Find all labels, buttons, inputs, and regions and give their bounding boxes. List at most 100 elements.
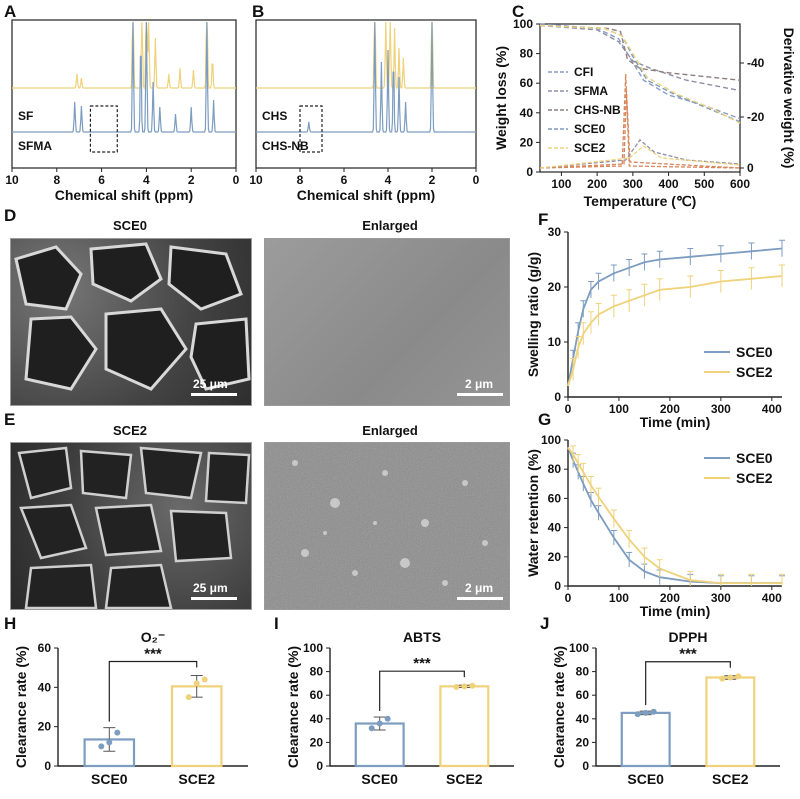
bar-H-point-sce2-0 [185, 694, 192, 701]
bar-I-significance-bracket [379, 670, 465, 712]
line-G-legend-label-0: SCE0 [736, 450, 773, 466]
line-F-ylabel: Swelling ratio (g/g) [525, 252, 541, 377]
line-F-series-sce2 [567, 275, 783, 387]
sem-sce2-particles [265, 443, 509, 609]
bar-J-point-sce0-2 [650, 708, 657, 715]
bar-I-point-sce0-0 [368, 725, 375, 732]
bar-I-point-sce2-0 [453, 683, 460, 690]
tga-ytick-label-1: 20 [520, 135, 534, 149]
tga-legend-label-0: CFI [574, 65, 593, 79]
line-G-ytick-label-5: 100 [541, 433, 561, 447]
nmr-A-label-bottom: SFMA [18, 139, 52, 153]
bar-I-point-sce2-2 [469, 682, 476, 689]
line-G-ylabel: Water retention (%) [525, 449, 541, 577]
bar-I-ylabel: Clearance rate (%) [285, 646, 301, 768]
line-G-xlabel: Time (min) [640, 603, 711, 619]
nmr-A-xtick-label-3: 4 [143, 173, 150, 187]
nmr-B-label-bottom: CHS-NB [262, 139, 309, 153]
bar-J-category-label-0: SCE0 [627, 771, 664, 787]
bar-J-point-sce2-2 [735, 673, 742, 680]
line-G-ytick-label-3: 60 [548, 491, 562, 505]
nmr-B-label-top: CHS [262, 109, 287, 123]
line-G-xtick-label-2: 200 [660, 591, 680, 605]
tga-xlabel: Temperature (℃) [584, 193, 697, 209]
nmr-B-frame [255, 19, 477, 169]
nmr-A-xtick-label-4: 2 [188, 173, 195, 187]
line-G-xtick-label-3: 300 [711, 591, 731, 605]
panel-label-b: B [252, 2, 265, 21]
nmr-A-spectrum-sf [12, 21, 236, 91]
nmr-B-xtick-label-2: 6 [341, 173, 348, 187]
tga-derivative-curve-0 [539, 73, 741, 169]
nmr-B-xtick-label-5: 0 [473, 173, 480, 187]
tga-ylabel: Weight loss (%) [493, 46, 509, 150]
tga-weight-curve-2 [539, 24, 741, 81]
sem-d-enl-scalebar [457, 393, 503, 396]
line-F-legend-label-1: SCE2 [736, 364, 773, 380]
line-G-legend-label-1: SCE2 [736, 470, 773, 486]
bar-J-ytick-label-5: 100 [569, 641, 589, 655]
bar-I-ytick-label-5: 100 [303, 641, 323, 655]
tga-xtick-label-3: 400 [659, 177, 679, 191]
bar-J-ytick-label-1: 20 [576, 735, 590, 749]
nmr-A-highlight-box [89, 105, 118, 153]
bar-J-ytick-label-2: 40 [576, 712, 590, 726]
tga-xtick-label-0: 100 [551, 177, 571, 191]
bar-H-category-label-1: SCE2 [178, 771, 215, 787]
tga-weight-curve-4 [539, 24, 741, 124]
sem-e-scale-label: 25 μm [193, 581, 228, 595]
tga-ytick-label-2: 40 [520, 106, 534, 120]
tga-xtick-label-1: 200 [587, 177, 607, 191]
line-F-xtick-label-3: 300 [711, 402, 731, 416]
nmr-B-xtick-label-1: 8 [297, 173, 304, 187]
tga-weight-curve-1 [539, 24, 741, 92]
line-F-xtick-label-0: 0 [565, 402, 572, 416]
nmr-A-frame [11, 19, 237, 169]
line-F-xtick-label-4: 400 [762, 402, 782, 416]
sem-e-title: SCE2 [113, 423, 147, 438]
panel-label-i: I [274, 614, 279, 633]
tga-xtick-label-5: 600 [730, 177, 750, 191]
bar-J-title: DPPH [669, 629, 708, 645]
bar-H-ytick-label-1: 20 [38, 720, 52, 734]
bar-H-ylabel: Clearance rate (%) [13, 646, 29, 768]
bar-J-ylabel: Clearance rate (%) [551, 646, 567, 768]
nmr-B-xtick-label-3: 4 [385, 173, 392, 187]
bar-H-bar-sce2 [170, 685, 223, 768]
sem-sce0-pores [14, 242, 251, 391]
bar-H-significance-stars: *** [144, 646, 162, 663]
bar-H-significance-bracket [108, 660, 198, 722]
sem-image-sce0-enlarged: 2 μm [264, 238, 510, 406]
bar-I-point-sce0-1 [376, 720, 383, 727]
panel-label-e: E [4, 410, 16, 429]
sem-image-sce2-enlarged: 2 μm [264, 442, 510, 610]
bar-J-ytick-label-4: 80 [576, 665, 590, 679]
nmr-A-xtick-label-5: 0 [233, 173, 240, 187]
nmr-A-xlabel: Chemical shift (ppm) [55, 187, 193, 203]
sem-d-enl-scale-label: 2 μm [465, 377, 494, 391]
sem-image-sce2: 25 μm [10, 442, 252, 610]
line-G-xtick-label-0: 0 [565, 591, 572, 605]
bar-H-point-sce0-1 [106, 739, 113, 746]
sem-image-sce0: 25 μm [10, 238, 252, 406]
panel-label-d: D [4, 206, 17, 225]
sem-d-scalebar [191, 393, 237, 396]
tga-y2label: Derivative weight (%) [781, 28, 797, 169]
line-F-legend-label-0: SCE0 [736, 344, 773, 360]
bar-I-ytick-label-1: 20 [310, 735, 324, 749]
bar-J-ytick-label-0: 0 [582, 759, 589, 773]
panel-label-h: H [4, 614, 17, 633]
tga-xtick-label-4: 500 [694, 177, 714, 191]
tga-legend-label-1: SFMA [574, 84, 608, 98]
bar-J-point-sce2-1 [727, 674, 734, 681]
line-G-xtick-label-4: 400 [762, 591, 782, 605]
bar-H-category-label-0: SCE0 [91, 771, 128, 787]
line-G-xtick-label-1: 100 [609, 591, 629, 605]
bar-I-ytick-label-0: 0 [316, 759, 323, 773]
sem-d-enlarged-title: Enlarged [362, 218, 418, 233]
bar-I-point-sce0-2 [384, 715, 391, 722]
line-F-xtick-label-1: 100 [609, 402, 629, 416]
line-F-ytick-label-0: 0 [554, 390, 561, 404]
